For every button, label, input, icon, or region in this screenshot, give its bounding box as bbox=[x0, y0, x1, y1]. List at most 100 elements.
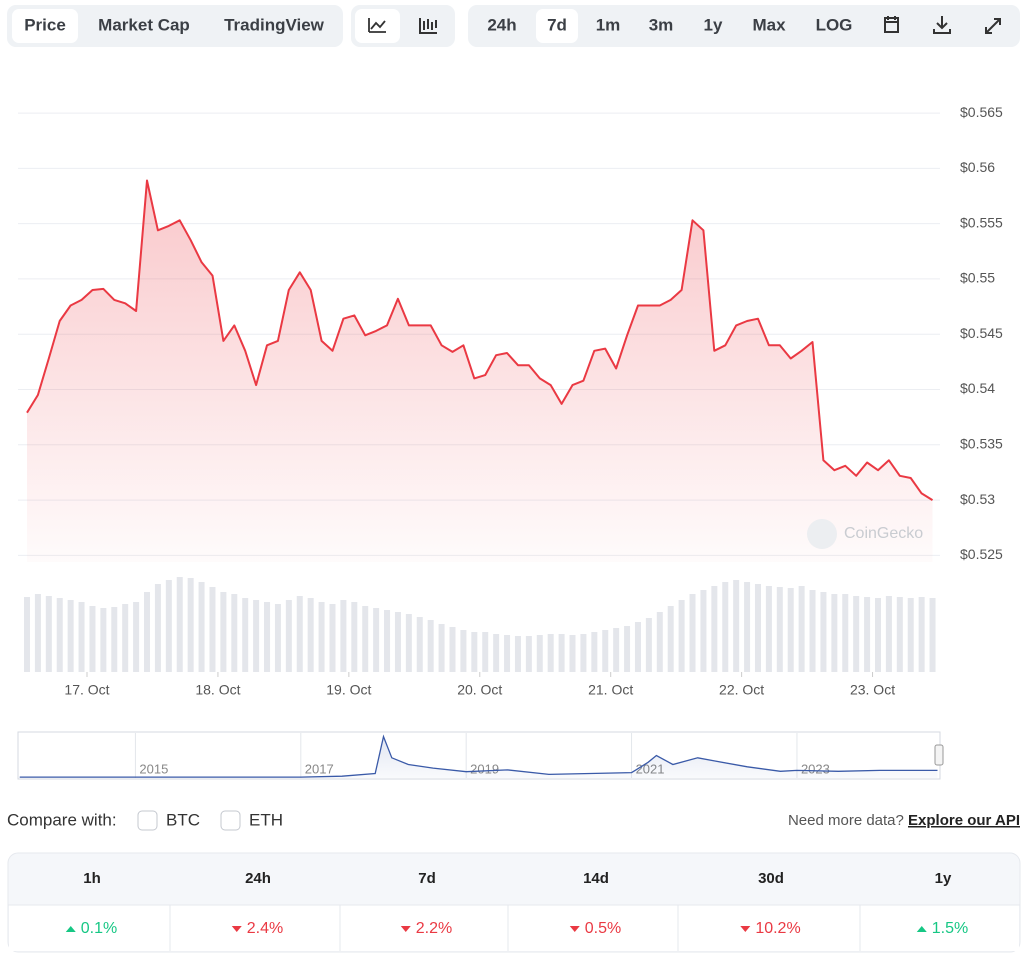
volume-bar bbox=[34, 594, 41, 672]
volume-bar bbox=[667, 606, 674, 672]
change-value: 2.2% bbox=[416, 920, 452, 937]
volume-bar bbox=[820, 592, 827, 672]
volume-bar bbox=[482, 632, 489, 672]
tab-group bbox=[7, 5, 343, 47]
y-tick-label: $0.55 bbox=[960, 270, 995, 286]
arrow-down bbox=[231, 926, 242, 932]
calendar-icon bbox=[884, 16, 899, 33]
tab-button[interactable] bbox=[12, 9, 78, 43]
x-tick-label: 23. Oct bbox=[850, 682, 895, 698]
volume-bar bbox=[144, 592, 151, 672]
volume-bar bbox=[307, 598, 314, 672]
volume-bar bbox=[787, 588, 794, 672]
volume-bar bbox=[624, 626, 631, 672]
volume-bar bbox=[504, 635, 511, 672]
price-line bbox=[26, 179, 934, 501]
volume-bar bbox=[220, 592, 227, 672]
arrow-down bbox=[569, 926, 580, 932]
range-label: Max bbox=[752, 15, 786, 34]
table-header: 24h bbox=[245, 870, 271, 887]
volume-bar bbox=[318, 602, 325, 672]
volume-bar bbox=[809, 590, 816, 672]
table-header: 7d bbox=[418, 870, 436, 887]
volume-bar bbox=[89, 606, 96, 672]
volume-bar bbox=[678, 600, 685, 672]
volume-bar bbox=[351, 602, 358, 672]
volume-bar bbox=[874, 598, 881, 672]
checkbox[interactable] bbox=[220, 810, 241, 831]
table-header: 1y bbox=[935, 870, 952, 887]
y-tick-label: $0.54 bbox=[960, 380, 995, 396]
y-tick-label: $0.545 bbox=[960, 325, 1003, 341]
volume-bar bbox=[744, 582, 751, 672]
volume-bar bbox=[536, 635, 543, 672]
table-header: 14d bbox=[583, 870, 609, 887]
compare-label: Compare with: bbox=[7, 810, 117, 829]
range-label: LOG bbox=[816, 15, 853, 34]
volume-bar bbox=[449, 627, 456, 672]
watermark-logo bbox=[807, 519, 837, 549]
volume-bar bbox=[231, 594, 238, 672]
navigator-label: 2017 bbox=[305, 761, 334, 776]
y-tick-label: $0.56 bbox=[960, 159, 995, 175]
volume-bar bbox=[165, 580, 172, 672]
x-tick-label: 22. Oct bbox=[719, 682, 764, 698]
volume-bar bbox=[285, 600, 292, 672]
volume-bar bbox=[209, 587, 216, 672]
api-link[interactable]: Explore our API bbox=[908, 812, 1020, 829]
range-group bbox=[468, 5, 1020, 47]
x-tick-label: 17. Oct bbox=[64, 682, 109, 698]
volume-bar bbox=[198, 582, 205, 672]
range-label: 24h bbox=[487, 15, 516, 34]
x-tick-label: 21. Oct bbox=[588, 682, 633, 698]
volume-bar bbox=[274, 604, 281, 672]
y-tick-label: $0.53 bbox=[960, 491, 995, 507]
volume-bar bbox=[154, 584, 161, 672]
navigator-line bbox=[19, 734, 938, 778]
volume-bar bbox=[591, 632, 598, 672]
calendar-button[interactable] bbox=[876, 9, 908, 43]
change-value: 0.5% bbox=[585, 920, 621, 937]
y-tick-label: $0.525 bbox=[960, 546, 1003, 562]
range-button[interactable] bbox=[536, 9, 578, 43]
volume-bar bbox=[525, 636, 532, 672]
volume-bar bbox=[580, 634, 587, 672]
tab-label: Price bbox=[24, 15, 66, 34]
volume-bar bbox=[547, 634, 554, 672]
volume-bar bbox=[733, 580, 740, 672]
volume-bar bbox=[384, 610, 391, 672]
checkbox[interactable] bbox=[137, 810, 158, 831]
volume-bar bbox=[864, 597, 871, 672]
navigator-label: 2015 bbox=[139, 761, 168, 776]
volume-bar bbox=[427, 620, 434, 672]
navigator-handle[interactable] bbox=[934, 744, 944, 766]
line-chart-button[interactable] bbox=[355, 9, 400, 43]
volume-bar bbox=[176, 577, 183, 672]
x-tick-label: 19. Oct bbox=[326, 682, 371, 698]
range-label: 1y bbox=[704, 15, 723, 34]
volume-bar bbox=[264, 602, 271, 672]
line-icon bbox=[368, 18, 386, 33]
volume-bar bbox=[133, 602, 140, 672]
volume-bar bbox=[918, 597, 925, 672]
volume-bar bbox=[754, 584, 761, 672]
volume-bar bbox=[722, 582, 729, 672]
volume-bar bbox=[78, 602, 85, 672]
volume-bar bbox=[831, 594, 838, 672]
y-tick-label: $0.565 bbox=[960, 104, 1003, 120]
tab-label: Market Cap bbox=[98, 15, 190, 34]
arrow-down bbox=[400, 926, 411, 932]
volume-bar bbox=[438, 624, 445, 672]
volume-bar bbox=[842, 594, 849, 672]
volume-bar bbox=[394, 612, 401, 672]
volume-bar bbox=[885, 596, 892, 672]
table-header: 30d bbox=[758, 870, 784, 887]
volume-bar bbox=[700, 590, 707, 672]
volume-bar bbox=[798, 586, 805, 672]
y-tick-label: $0.555 bbox=[960, 214, 1003, 230]
volume-bar bbox=[253, 600, 260, 672]
table-header: 1h bbox=[83, 870, 101, 887]
volume-bar bbox=[569, 635, 576, 672]
volume-bar bbox=[896, 597, 903, 672]
volume-bar bbox=[514, 636, 521, 672]
